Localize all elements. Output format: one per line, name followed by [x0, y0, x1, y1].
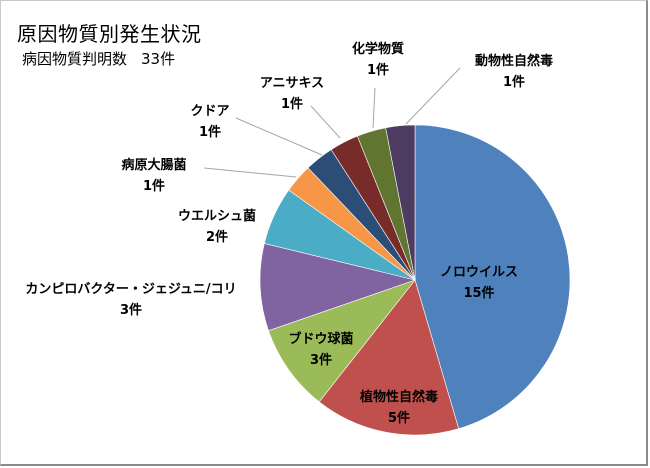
label-campylobacter: カンピロバクター・ジェジュニ/コリ 3件: [25, 282, 237, 318]
label-pathogenic-ecoli: 病原大腸菌 1件: [121, 158, 187, 194]
pie-slice: [318, 279, 460, 436]
leader-line-animal-toxin: [405, 67, 461, 125]
pie-slice: [385, 124, 416, 281]
leader-line-pathogenic-ecoli: [203, 167, 297, 178]
total-count: 33件: [141, 50, 176, 68]
label-norovirus: ノロウイルス 15件: [439, 265, 519, 301]
pie-slice: [259, 243, 417, 332]
pie-slice: [414, 124, 571, 430]
label-staphylococcus: ブドウ球菌 3件: [288, 332, 354, 368]
leader-lines: [203, 67, 461, 178]
label-kudoa: クドア 1件: [190, 104, 230, 140]
label-animal-toxin: 動物性自然毒 1件: [474, 54, 554, 90]
leader-line-kudoa: [235, 117, 323, 156]
pie-slices: [259, 124, 571, 436]
label-chemical: 化学物質 1件: [351, 42, 405, 78]
subtitle-text: 病因物質判明数: [22, 50, 128, 68]
chart-subtitle: 病因物質判明数 33件: [22, 48, 175, 69]
leader-line-anisakis: [310, 105, 341, 139]
pie-slice: [268, 279, 416, 403]
label-clostridium-perfringens: ウエルシュ菌 2件: [177, 209, 257, 245]
chart-title: 原因物質別発生状況: [17, 22, 202, 46]
label-anisakis: アニサキス 1件: [259, 76, 325, 112]
leader-line-chemical: [372, 87, 376, 129]
label-plant-toxin: 植物性自然毒 5件: [359, 390, 439, 426]
